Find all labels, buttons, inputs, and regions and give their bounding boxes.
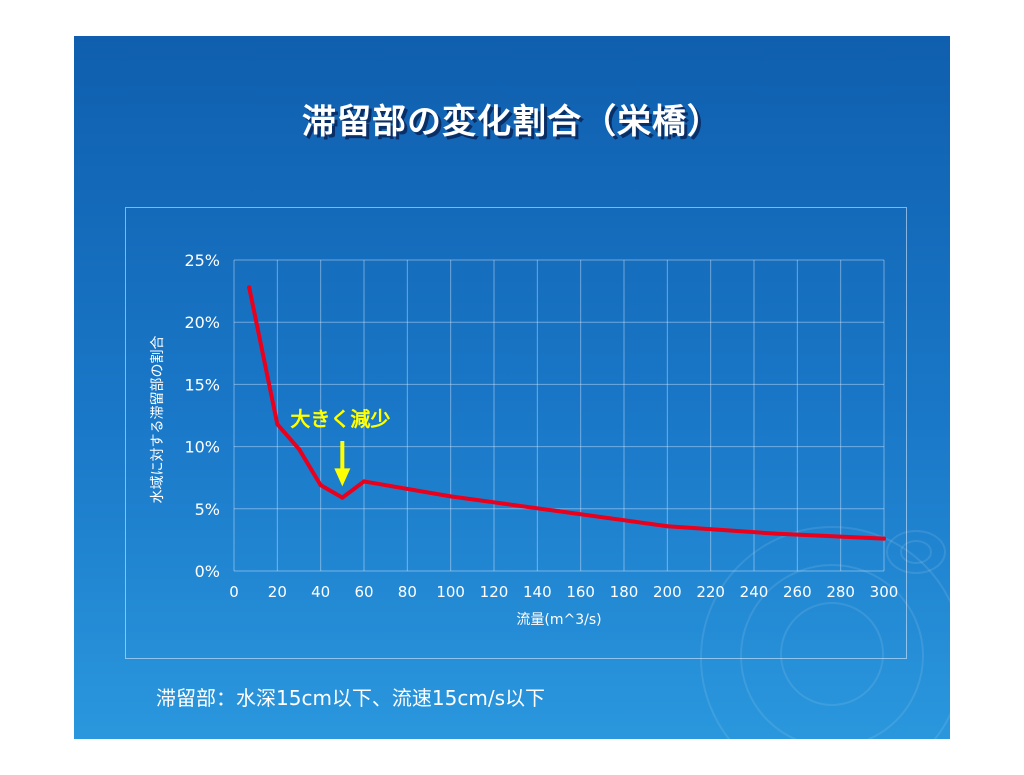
x-tick-label: 280 [826, 583, 855, 601]
x-tick-label: 40 [311, 583, 330, 601]
y-axis-title: 水域に対する滞留部の割合 [149, 336, 166, 504]
x-tick-label: 0 [229, 583, 239, 601]
x-tick-label: 240 [740, 583, 769, 601]
data-point [773, 531, 778, 536]
data-point [557, 509, 561, 514]
x-tick-label: 300 [870, 583, 899, 601]
x-tick-label: 180 [610, 583, 639, 601]
x-axis-title: 流量(m^3/s) [516, 612, 601, 628]
x-tick-label: 220 [696, 583, 725, 601]
data-point [882, 536, 886, 541]
y-tick-label: 20% [184, 313, 220, 332]
slide-title: 滞留部の変化割合（栄橋） [302, 102, 722, 142]
line-chart: 0 20 40 60 80 100 120 140 160 180 200 220 240 260 280 3… [149, 251, 899, 628]
data-point [297, 447, 301, 452]
data-point [247, 285, 252, 290]
y-tick-label: 15% [184, 375, 220, 394]
data-point [665, 524, 670, 529]
x-tick-label: 20 [268, 583, 287, 601]
x-tick-label: 200 [653, 583, 682, 601]
x-tick-label: 120 [480, 583, 509, 601]
data-point [340, 495, 345, 500]
footnote: 滞留部：水深15cm以下、流速15cm/s以下 [156, 686, 546, 710]
x-tick-label: 260 [783, 583, 812, 601]
y-tick-label: 25% [184, 251, 220, 270]
data-point [362, 479, 366, 484]
ripple-decoration [900, 540, 932, 564]
x-tick-label: 60 [354, 583, 373, 601]
data-point [448, 494, 453, 499]
y-tick-label: 5% [195, 500, 220, 519]
data-point [318, 483, 323, 488]
x-tick-label: 80 [398, 583, 417, 601]
annotation-arrow-head [334, 468, 351, 487]
slide: 滞留部の変化割合（栄橋） 0 20 40 60 80 100 120 140 160 180 200… [74, 36, 950, 739]
y-tick-label: 10% [184, 438, 220, 457]
ripple-decoration [886, 530, 946, 574]
annotation-label: 大きく減少 [290, 407, 390, 431]
data-point [275, 422, 280, 427]
chart-frame: 0 20 40 60 80 100 120 140 160 180 200 220 240 260 280 3… [125, 207, 907, 659]
ripple-decoration [740, 564, 924, 739]
ripple-decoration [780, 602, 884, 706]
x-tick-label: 160 [566, 583, 595, 601]
x-tick-label: 100 [436, 583, 465, 601]
x-tick-label: 140 [523, 583, 552, 601]
y-tick-label: 0% [195, 562, 220, 581]
